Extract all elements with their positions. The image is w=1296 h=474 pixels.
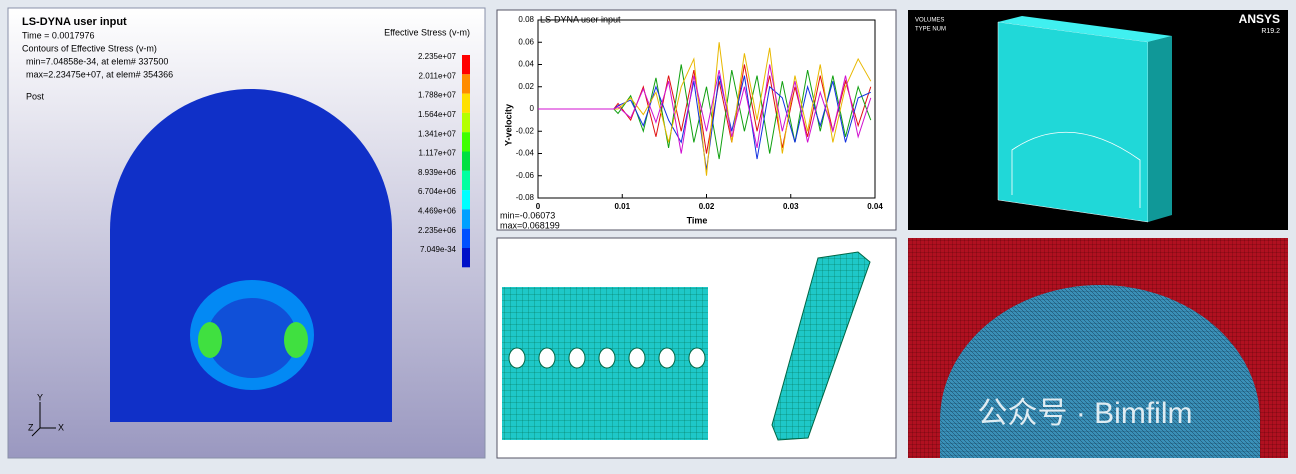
stress-zone [284, 322, 308, 358]
legend-swatch [462, 170, 470, 191]
legend-label: 6.704e+06 [418, 187, 457, 196]
block-front [997, 21, 1149, 223]
legend-label: 2.011e+07 [419, 71, 457, 80]
y-tick-label: -0.06 [516, 171, 535, 180]
legend-swatch [462, 74, 470, 94]
block-side [1148, 36, 1172, 222]
min: min=7.04858e-34, at elem# 337500 [26, 56, 168, 66]
axis-label: Z [28, 422, 34, 432]
legend-swatch [462, 248, 470, 268]
legend-label: 1.788e+07 [418, 91, 457, 100]
series-line [538, 75, 871, 171]
y-tick-label: 0.06 [518, 37, 534, 46]
legend-label: 4.469e+06 [418, 207, 457, 216]
max: max=2.23475e+07, at elem# 354366 [26, 69, 173, 79]
y-tick-label: 0.02 [518, 82, 534, 91]
view-title: VOLUMES [915, 18, 944, 24]
view-type: TYPE NUM [915, 27, 946, 33]
legend-swatch [462, 93, 470, 113]
tunnel [110, 89, 392, 422]
post: Post [26, 91, 45, 101]
beam-mesh [771, 251, 871, 441]
triad [31, 402, 56, 437]
legend-swatch [462, 190, 470, 210]
y-tick-label: -0.08 [516, 193, 535, 202]
y-tick-label: 0 [530, 104, 535, 113]
time: Time = 0.0017976 [22, 30, 94, 40]
watermark: 公众号 · Bimfilm [978, 397, 1193, 430]
x-tick-label: 0 [536, 202, 541, 211]
x-tick-label: 0.04 [867, 202, 883, 211]
plot-title: LS-DYNA user input [540, 14, 621, 24]
legend-label: 2.235e+07 [418, 52, 457, 61]
mesh-panel [496, 237, 897, 459]
legend-label: 1.341e+07 [418, 129, 457, 138]
block-top [998, 16, 1172, 42]
fringe-panel: LS-DYNA user input Time = 0.0017976 Cont… [7, 7, 486, 459]
legend-swatch [462, 55, 470, 75]
tunnel-mesh [940, 285, 1260, 458]
x-tick-label: 0.01 [614, 202, 630, 211]
brand: ANSYS [1239, 12, 1280, 26]
red-mesh-panel: 公众号 · Bimfilm [908, 238, 1288, 458]
holes [508, 347, 706, 369]
arch-outline [1011, 131, 1141, 208]
axis-label: X [58, 422, 64, 432]
min-label: min=-0.06073 [500, 210, 555, 220]
series-line [538, 42, 872, 176]
legend-title: Effective Stress (v-m) [384, 27, 470, 37]
title: LS-DYNA user input [22, 16, 127, 28]
axis-label: Y [37, 392, 43, 402]
stress-zone [207, 298, 297, 378]
legend-label: 7.049e-34 [420, 245, 457, 254]
max-label: max=0.068199 [500, 220, 560, 230]
x-tick-label: 0.03 [783, 202, 799, 211]
legend-swatch [462, 132, 470, 152]
version: R19.2 [1261, 28, 1280, 35]
series-line [538, 64, 872, 160]
legend-swatch [462, 228, 470, 248]
x-tick-label: 0.02 [699, 202, 715, 211]
legend-swatch [462, 112, 470, 133]
legend-label: 1.564e+07 [418, 110, 457, 119]
ansys-panel: ANSYS R19.2 VOLUMES TYPE NUM [908, 10, 1288, 230]
y-axis-label: Y-velocity [503, 104, 513, 146]
y-tick-label: -0.02 [516, 126, 535, 135]
legend-label: 1.117e+07 [419, 149, 457, 158]
x-axis-label: Time [687, 215, 708, 225]
contour: Contours of Effective Stress (v-m) [22, 43, 157, 53]
legend-swatch [462, 209, 470, 229]
legend-swatch [462, 151, 470, 171]
series-line [538, 64, 872, 154]
legend-label: 8.939e+06 [418, 168, 457, 177]
y-tick-label: -0.04 [516, 149, 535, 158]
y-tick-label: 0.08 [518, 15, 534, 24]
stress-zone [198, 322, 222, 358]
legend-label: 2.235e+06 [418, 226, 457, 235]
y-tick-label: 0.04 [518, 60, 534, 69]
